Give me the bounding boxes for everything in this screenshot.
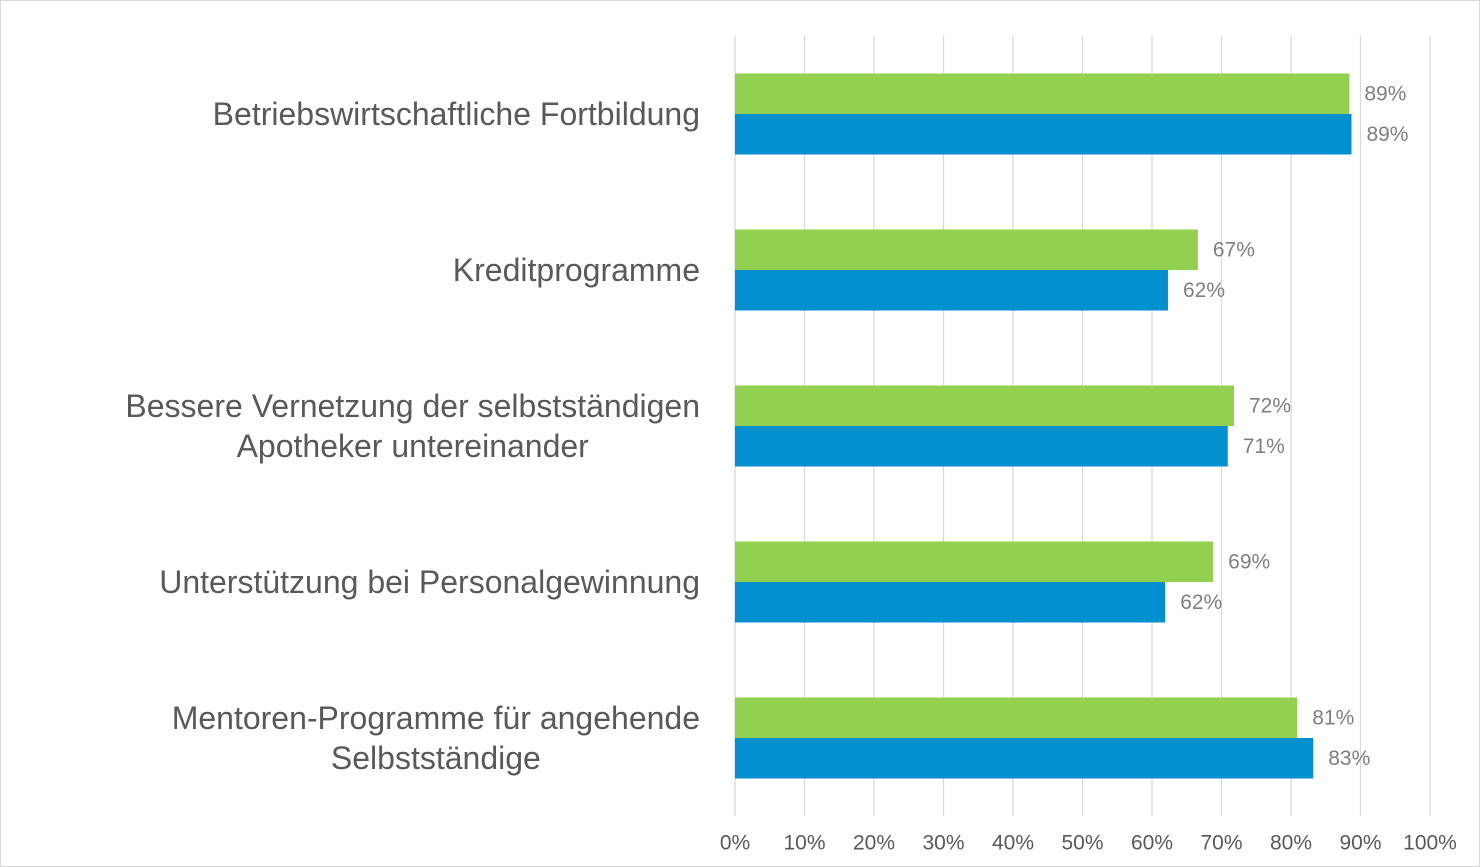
value-label: 69% xyxy=(1228,550,1270,573)
y-tick-label: Bessere Vernetzung der selbstständigen A… xyxy=(125,388,700,464)
bar xyxy=(735,582,1166,623)
bar xyxy=(735,426,1228,467)
category-label-box: Mentoren-Programme für angehende Selbsts… xyxy=(172,688,700,788)
value-label: 89% xyxy=(1364,82,1406,105)
category-label-box: Kreditprogramme xyxy=(453,220,700,320)
category-label-box: Betriebswirtschaftliche Fortbildung xyxy=(213,64,700,164)
value-label: 83% xyxy=(1328,747,1370,770)
bar xyxy=(735,229,1198,270)
x-tick-label: 80% xyxy=(1270,832,1312,855)
x-tick-label: 70% xyxy=(1200,832,1242,855)
x-tick-label: 90% xyxy=(1339,832,1381,855)
value-label: 62% xyxy=(1183,279,1225,302)
x-tick-label: 50% xyxy=(1061,832,1103,855)
bar xyxy=(735,697,1298,738)
value-label: 67% xyxy=(1213,238,1255,261)
y-tick-label: Mentoren-Programme für angehende Selbsts… xyxy=(171,700,700,776)
x-tick-label: 40% xyxy=(992,832,1034,855)
value-label: 72% xyxy=(1249,394,1291,417)
x-tick-label: 30% xyxy=(922,832,964,855)
value-label: 81% xyxy=(1312,706,1354,729)
value-label: 62% xyxy=(1180,591,1222,614)
x-tick-label: 60% xyxy=(1131,832,1173,855)
x-tick-label: 10% xyxy=(783,832,825,855)
value-label: 89% xyxy=(1366,123,1408,146)
category-label-box: Bessere Vernetzung der selbstständigen A… xyxy=(125,376,700,476)
bar xyxy=(735,541,1214,582)
bar xyxy=(735,73,1350,114)
bar xyxy=(735,270,1168,311)
bar xyxy=(735,738,1314,779)
value-label: 71% xyxy=(1243,435,1285,458)
y-tick-label: Unterstützung bei Personalgewinnung xyxy=(159,564,700,600)
category-label-box: Unterstützung bei Personalgewinnung xyxy=(159,532,700,632)
y-tick-label: Kreditprogramme xyxy=(452,252,700,288)
y-tick-label: Betriebswirtschaftliche Fortbildung xyxy=(212,96,700,132)
bar xyxy=(735,114,1352,155)
x-tick-label: 100% xyxy=(1403,832,1457,855)
bar xyxy=(735,385,1235,426)
x-tick-label: 20% xyxy=(853,832,895,855)
x-tick-label: 0% xyxy=(720,832,750,855)
